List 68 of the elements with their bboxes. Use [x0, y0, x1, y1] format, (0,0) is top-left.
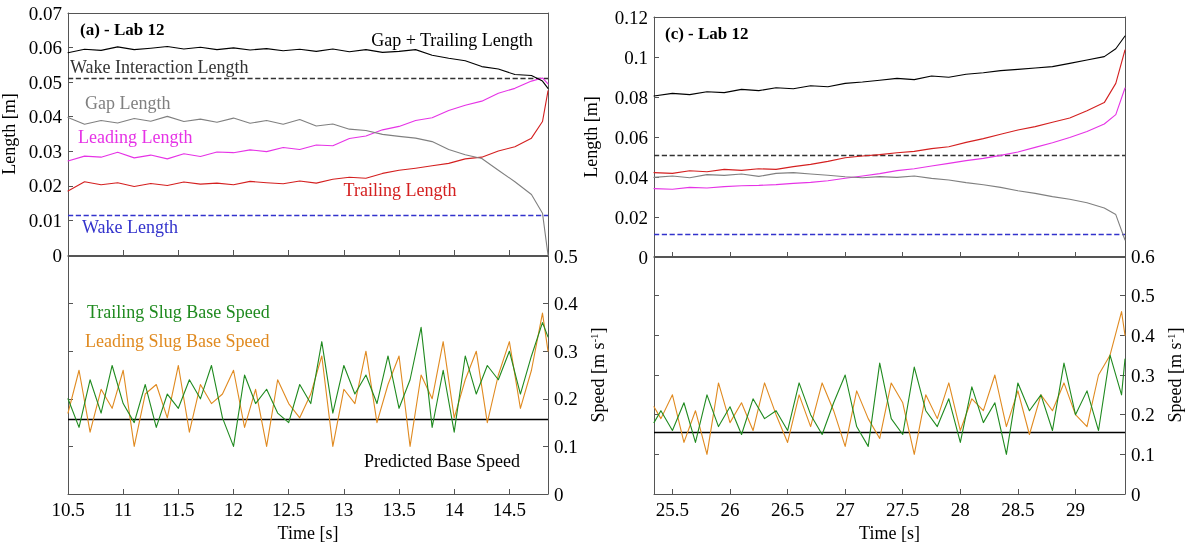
y-tick-label: 0.06	[614, 126, 648, 148]
x-tick-label: 27	[835, 499, 855, 520]
ref-line-label: Predicted Base Speed	[364, 450, 520, 471]
y2-tick-label: 0.3	[1131, 364, 1155, 386]
series-label: Gap Length	[85, 93, 171, 113]
y2-tick-label: 0.4	[554, 293, 579, 315]
x-tick-label: 26.5	[770, 499, 805, 520]
x-tick-label: 11.5	[162, 499, 195, 520]
line-series	[653, 87, 1126, 190]
x-tick-label: 11	[114, 499, 133, 520]
y-tick-label: 0.04	[614, 166, 649, 188]
y2-tick-label: 0.4	[1131, 324, 1156, 346]
y-tick-label: 0.1	[624, 46, 648, 68]
y-tick-label: 0.06	[28, 37, 62, 59]
series-label: Leading Length	[78, 127, 193, 147]
x-tick-label: 29	[1065, 499, 1085, 520]
x-tick-label: 28	[950, 499, 970, 520]
x-tick-label: 10.5	[51, 499, 85, 520]
series-label: Gap + Trailing Length	[371, 30, 533, 50]
y-tick-label: 0.12	[614, 6, 648, 28]
x-tick-label: 14.5	[492, 499, 526, 520]
series-label: Leading Slug Base Speed	[85, 331, 270, 351]
y2-tick-label: 0.5	[1131, 285, 1155, 307]
line-series	[653, 172, 1126, 241]
y2-tick-label: 0.2	[554, 388, 578, 410]
y-tick-label: 0.04	[28, 106, 63, 128]
line-series	[653, 354, 1126, 455]
y2-axis-title: Speed [m s-1]	[588, 327, 609, 423]
x-tick-label: 13.5	[382, 499, 416, 520]
y2-tick-label: 0.6	[1131, 245, 1155, 267]
y-tick-label: 0	[638, 246, 648, 268]
y2-tick-label: 0.1	[554, 435, 578, 457]
x-axis-title: Time [s]	[277, 523, 339, 543]
ref-line-label: Wake Interaction Length	[70, 56, 249, 77]
chart-title: (c) - Lab 12	[665, 24, 749, 43]
y-axis-title: Length [m]	[0, 93, 19, 175]
ref-line-label: Wake Length	[82, 217, 179, 238]
x-tick-label: 28.5	[1001, 499, 1035, 520]
y-tick-label: 0.01	[28, 209, 62, 231]
y-tick-label: 0.07	[28, 2, 62, 24]
line-series	[653, 49, 1126, 174]
x-tick-label: 25.5	[655, 499, 690, 520]
y2-tick-label: 0.1	[1131, 443, 1155, 465]
y-tick-label: 0.05	[28, 71, 62, 93]
x-tick-label: 12.5	[272, 499, 306, 520]
text: Trailing Slug Base Speed	[87, 302, 270, 322]
x-tick-label: 26	[720, 499, 740, 520]
series-label: Trailing Length	[343, 180, 457, 200]
y2-axis-title: Speed [m s-1]	[1165, 327, 1186, 423]
y-tick-label: 0	[52, 244, 62, 266]
x-tick-label: 13	[334, 499, 354, 520]
line-series	[67, 77, 549, 162]
x-tick-label: 27.5	[886, 499, 920, 520]
y2-tick-label: 0	[554, 483, 564, 505]
x-tick-label: 12	[224, 499, 244, 520]
x-tick-label: 14	[444, 499, 465, 520]
y2-tick-label: 0.3	[554, 340, 578, 362]
x-axis-title: Time [s]	[859, 523, 920, 543]
line-series	[653, 310, 1126, 455]
y2-tick-label: 0.2	[1131, 404, 1155, 426]
y2-tick-label: 0.5	[554, 245, 578, 267]
chart-title: (a) - Lab 12	[80, 20, 165, 39]
y-tick-label: 0.08	[614, 86, 648, 108]
y-axis-title: Length [m]	[581, 96, 601, 178]
y-tick-label: 0.03	[28, 140, 62, 162]
y-tick-label: 0.02	[28, 175, 62, 197]
y2-tick-label: 0	[1131, 483, 1141, 505]
y-tick-label: 0.02	[614, 206, 648, 228]
